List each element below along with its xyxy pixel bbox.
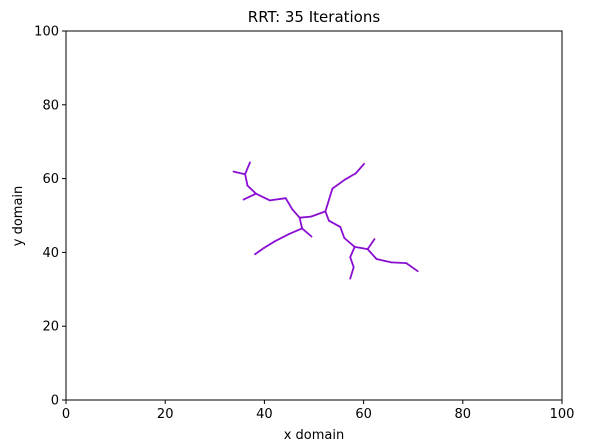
tree-edge xyxy=(248,186,257,194)
tree-edge xyxy=(368,249,377,259)
y-tick-label: 60 xyxy=(42,172,59,187)
y-tick-label: 80 xyxy=(42,98,59,113)
tree-edge xyxy=(332,180,344,189)
tree-edge xyxy=(300,218,303,229)
tree-edge xyxy=(300,217,311,218)
chart-title: RRT: 35 Iterations xyxy=(248,8,381,26)
tree-edge xyxy=(270,198,286,200)
tree-edge xyxy=(234,172,246,175)
tree-edge xyxy=(406,263,417,271)
tree-edge xyxy=(244,194,256,200)
tree-edge xyxy=(286,198,293,209)
tree-edge xyxy=(311,211,325,216)
y-tick-label: 100 xyxy=(34,25,59,40)
tree-edge xyxy=(350,257,354,267)
tree-edge xyxy=(264,241,275,248)
tree-edge xyxy=(368,239,375,249)
tree-edge xyxy=(345,173,356,179)
tree-edge xyxy=(340,227,344,238)
tree-edge xyxy=(256,194,270,201)
tree-edge xyxy=(344,238,354,247)
tree-edge xyxy=(350,247,355,257)
x-axis-ticks: 0 20 40 60 80 100 xyxy=(62,400,575,422)
y-axis-label: y domain xyxy=(11,186,26,247)
tree-edge xyxy=(350,267,354,278)
tree-edge xyxy=(292,209,299,218)
y-tick-label: 0 xyxy=(51,394,59,409)
y-tick-label: 20 xyxy=(42,320,59,335)
x-tick-label: 80 xyxy=(455,407,472,422)
tree-edge xyxy=(302,228,311,236)
x-tick-label: 40 xyxy=(256,407,273,422)
tree-edge xyxy=(275,234,289,241)
x-tick-label: 20 xyxy=(157,407,174,422)
tree-edge xyxy=(355,247,368,249)
tree-edge xyxy=(245,174,247,185)
tree-edge xyxy=(289,228,302,234)
x-tick-label: 60 xyxy=(355,407,372,422)
tree-edge xyxy=(325,189,332,212)
x-tick-label: 0 xyxy=(62,407,70,422)
tree-edge xyxy=(391,262,406,263)
tree-edge xyxy=(377,259,392,262)
tree-edge xyxy=(356,164,364,174)
tree-edge xyxy=(325,211,329,220)
tree-edge xyxy=(329,221,340,227)
tree-edges xyxy=(234,162,418,278)
tree-edge xyxy=(255,248,264,254)
x-tick-label: 100 xyxy=(550,407,575,422)
tree-edge xyxy=(245,162,250,174)
y-tick-label: 40 xyxy=(42,246,59,261)
y-axis-ticks: 0 20 40 60 80 100 xyxy=(34,25,66,409)
x-axis-label: x domain xyxy=(284,428,345,443)
